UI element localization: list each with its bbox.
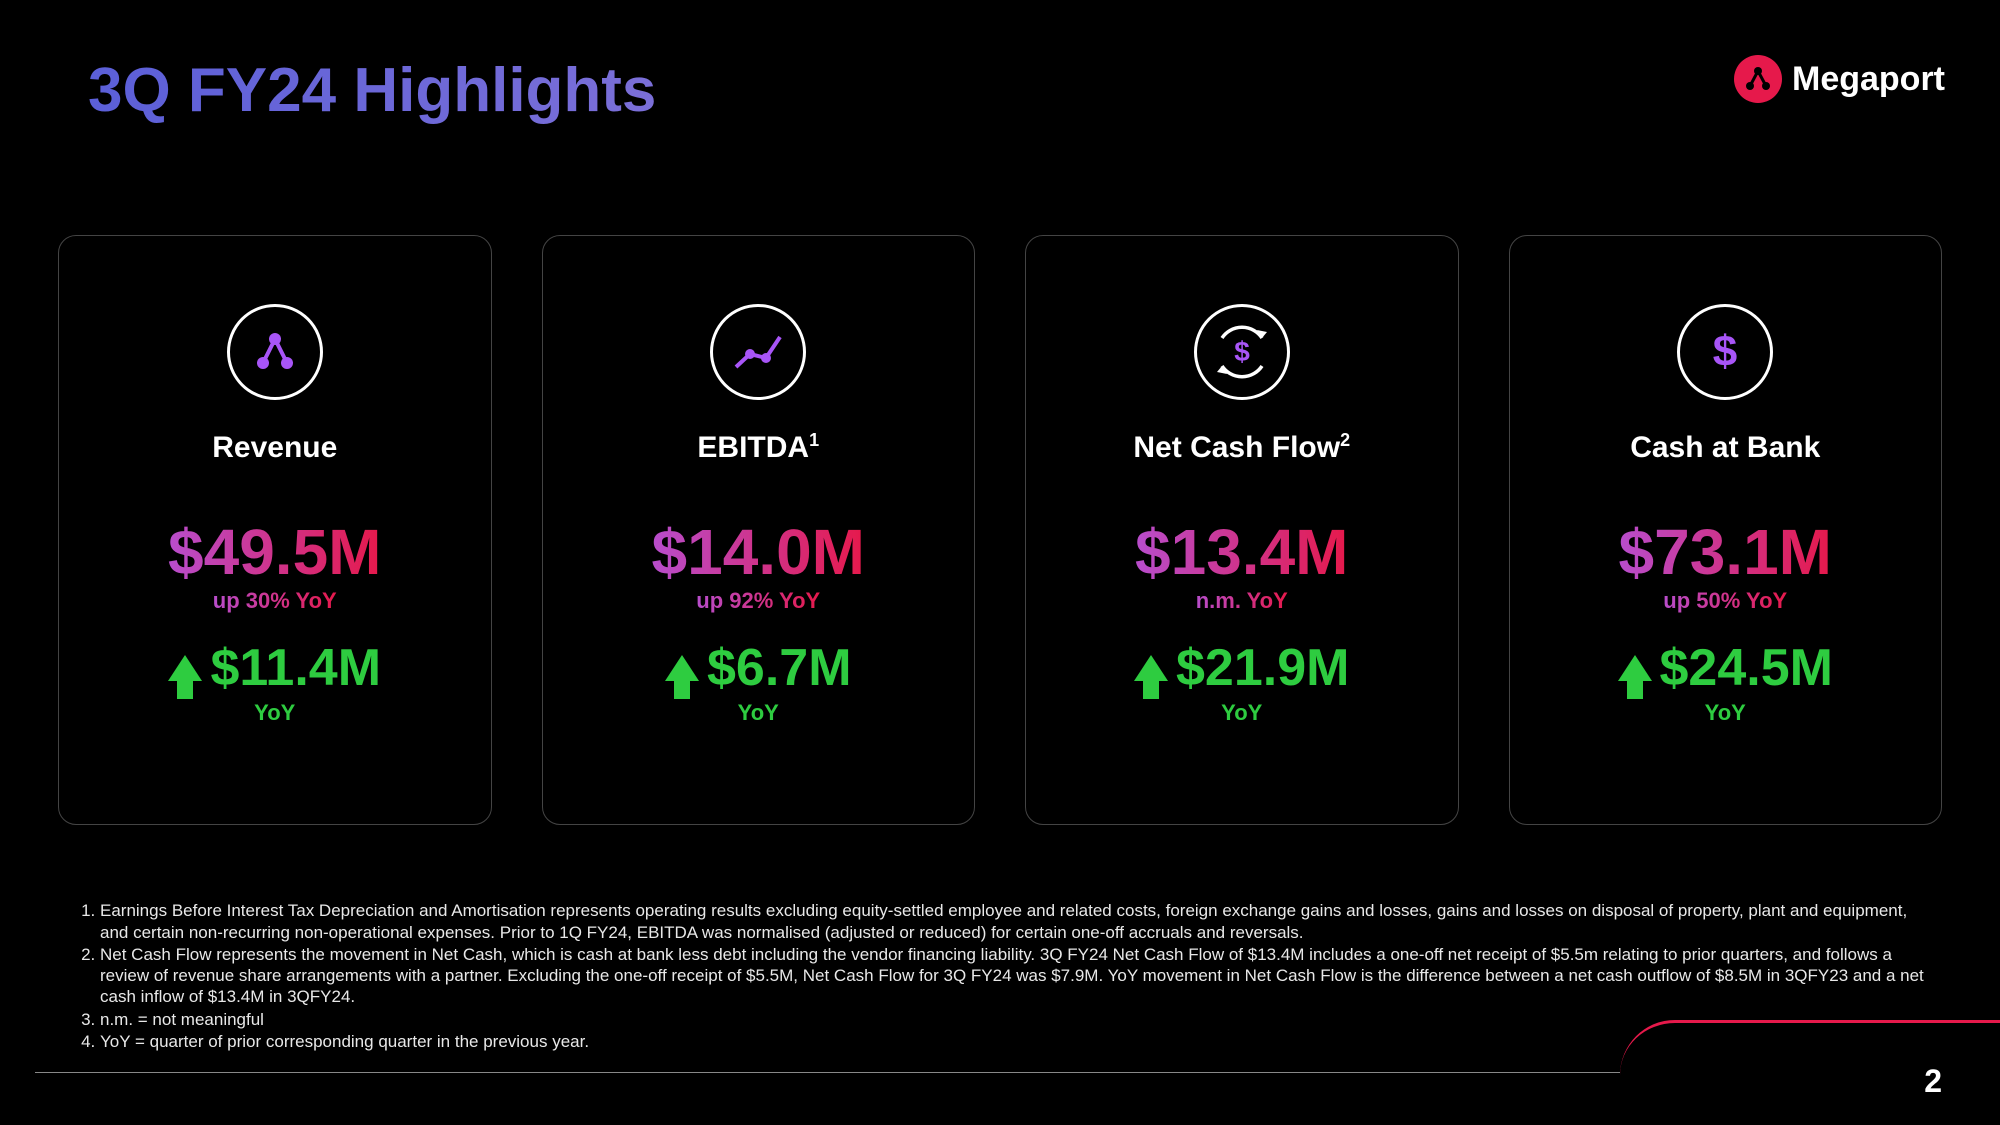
card-change-label: YoY xyxy=(1221,700,1262,726)
card-cash-at-bank: $ Cash at Bank $73.1M up 50% YoY $24.5M … xyxy=(1509,235,1943,825)
arrow-up-icon xyxy=(168,655,202,681)
card-label: EBITDA1 xyxy=(697,430,819,465)
svg-text:$: $ xyxy=(1234,336,1250,367)
page-title: 3Q FY24 Highlights xyxy=(88,55,656,126)
arrow-up-icon xyxy=(665,655,699,681)
card-amount: $73.1M xyxy=(1619,520,1832,584)
card-change: $21.9M xyxy=(1176,642,1349,694)
footnote-2: Net Cash Flow represents the movement in… xyxy=(100,944,1925,1008)
megaport-logo-icon xyxy=(1734,55,1782,103)
footnote-1: Earnings Before Interest Tax Depreciatio… xyxy=(100,900,1925,943)
card-sub: up 92% YoY xyxy=(696,588,820,614)
card-change: $24.5M xyxy=(1660,642,1833,694)
brand-logo: Megaport xyxy=(1734,55,1945,103)
dollar-icon: $ xyxy=(1677,304,1773,400)
card-amount: $13.4M xyxy=(1135,520,1348,584)
card-change-label: YoY xyxy=(254,700,295,726)
cashflow-icon: $ xyxy=(1194,304,1290,400)
card-change-label: YoY xyxy=(1705,700,1746,726)
card-amount: $49.5M xyxy=(168,520,381,584)
arrow-up-icon xyxy=(1618,655,1652,681)
card-net-cash-flow: $ Net Cash Flow2 $13.4M n.m. YoY $21.9M … xyxy=(1025,235,1459,825)
brand-name: Megaport xyxy=(1792,60,1945,99)
card-change-label: YoY xyxy=(738,700,779,726)
arrow-up-icon xyxy=(1134,655,1168,681)
card-amount: $14.0M xyxy=(652,520,865,584)
card-change: $6.7M xyxy=(707,642,852,694)
chart-icon xyxy=(710,304,806,400)
card-label: Net Cash Flow2 xyxy=(1133,430,1350,465)
card-ebitda: EBITDA1 $14.0M up 92% YoY $6.7M YoY xyxy=(542,235,976,825)
card-sub: up 30% YoY xyxy=(213,588,337,614)
card-sub: n.m. YoY xyxy=(1196,588,1288,614)
card-revenue: Revenue $49.5M up 30% YoY $11.4M YoY xyxy=(58,235,492,825)
bottom-rule xyxy=(35,1072,1620,1073)
card-change: $11.4M xyxy=(210,642,381,694)
swoosh-accent xyxy=(1620,1020,2000,1075)
card-label: Cash at Bank xyxy=(1630,430,1820,465)
revenue-icon xyxy=(227,304,323,400)
page-number: 2 xyxy=(1924,1063,1942,1100)
metrics-cards: Revenue $49.5M up 30% YoY $11.4M YoY EBI… xyxy=(58,235,1942,825)
card-sub: up 50% YoY xyxy=(1663,588,1787,614)
card-label: Revenue xyxy=(212,430,337,465)
svg-text:$: $ xyxy=(1713,327,1737,376)
